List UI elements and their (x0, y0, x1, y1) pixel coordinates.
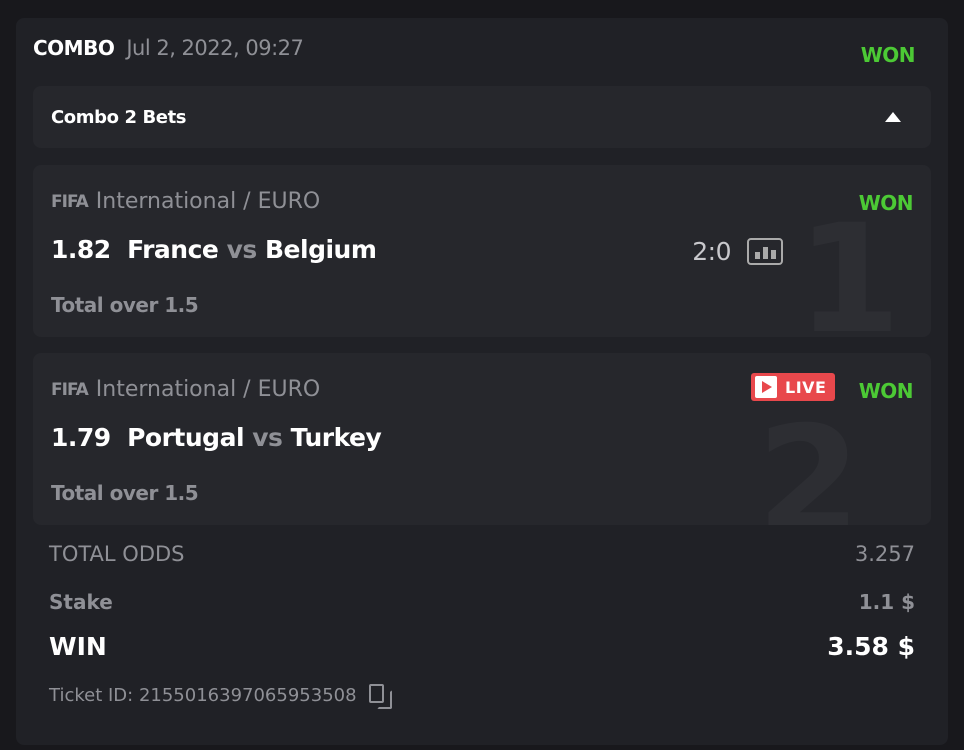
stake-value: 1.1 $ (858, 590, 915, 614)
ticket-date: Jul 2, 2022, 09:27 (126, 36, 304, 60)
stats-icon[interactable] (747, 238, 783, 265)
win-label: WIN (49, 632, 107, 661)
bet-index: 2 (756, 395, 861, 525)
chevron-up-icon[interactable] (885, 112, 901, 122)
match-line: 1.79 Portugal vs Turkey (51, 423, 382, 452)
home-team: Portugal (127, 423, 245, 452)
stake-label: Stake (49, 590, 113, 614)
copy-icon[interactable] (368, 684, 392, 709)
away-team: Turkey (290, 423, 382, 452)
ticket-header: COMBO Jul 2, 2022, 09:27 (33, 36, 304, 60)
match-score: 2:0 (692, 237, 731, 266)
match-line: 1.82 France vs Belgium (51, 235, 377, 264)
home-team: France (127, 235, 219, 264)
fifa-logo-icon: FIFA (51, 191, 89, 212)
fifa-logo-icon: FIFA (51, 379, 89, 400)
ticket-id-label: Ticket ID: (49, 684, 134, 706)
bet-market: Total over 1.5 (51, 481, 199, 505)
league-name: International / EURO (95, 189, 321, 214)
bet-status: WON (858, 379, 914, 403)
combo-toggle[interactable]: Combo 2 Bets (33, 86, 931, 148)
ticket-type: COMBO (33, 36, 115, 60)
bet-odds: 1.82 (51, 235, 111, 264)
vs-label: vs (252, 423, 283, 452)
vs-label: vs (226, 235, 258, 264)
total-odds-label: TOTAL ODDS (49, 542, 185, 566)
bet-item: 1 FIFA International / EURO 1.82 France v… (33, 165, 931, 337)
stake-row: Stake 1.1 $ (49, 590, 915, 614)
live-label: LIVE (785, 377, 827, 397)
win-row: WIN 3.58 $ (49, 632, 915, 661)
ticket-status: WON (860, 43, 916, 67)
total-odds-row: TOTAL ODDS 3.257 (49, 542, 915, 566)
bet-odds: 1.79 (51, 423, 111, 452)
ticket-id-row: Ticket ID: 2155016397065953508 (49, 684, 392, 709)
bet-status: WON (858, 191, 914, 215)
away-team: Belgium (265, 235, 377, 264)
league-name: International / EURO (95, 377, 321, 402)
total-odds-value: 3.257 (854, 542, 915, 566)
bet-market: Total over 1.5 (51, 293, 199, 317)
combo-label: Combo 2 Bets (51, 107, 187, 128)
bet-item: 2 FIFA International / EURO 1.79 Portugal… (33, 353, 931, 525)
play-icon (755, 376, 777, 398)
bet-index: 1 (796, 193, 901, 337)
ticket-id-value: 2155016397065953508 (138, 684, 357, 706)
live-badge: LIVE (751, 373, 835, 401)
win-value: 3.58 $ (827, 632, 915, 661)
